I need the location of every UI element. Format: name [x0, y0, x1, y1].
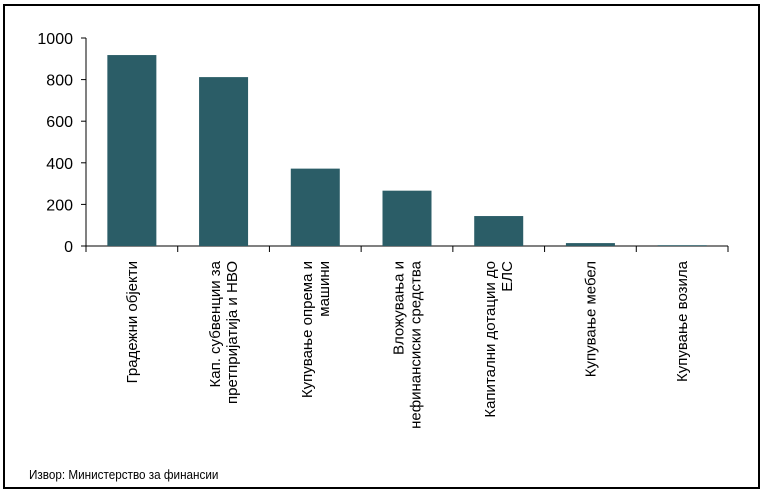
source-note: Извор: Министерство за финансии	[29, 467, 219, 482]
x-category-label: нефинансиски средства	[408, 260, 425, 429]
x-category-label: Градежни објекти	[124, 261, 141, 383]
y-tick-label: 1000	[37, 31, 73, 48]
y-tick-label: 200	[46, 197, 73, 214]
bar	[565, 243, 615, 246]
bar	[382, 190, 432, 246]
x-category-label: Купување возила	[674, 260, 691, 382]
x-category-label: Кап. субвенции за	[207, 260, 224, 387]
x-category-label: машини	[316, 261, 333, 317]
bar	[107, 55, 157, 246]
x-category-label: Капитални дотации до	[482, 261, 499, 418]
x-category-label: ЕЛС	[499, 261, 516, 292]
bar	[290, 168, 340, 246]
y-tick-label: 0	[64, 239, 73, 256]
x-category-label: Купување опрема и	[299, 261, 316, 398]
bar	[474, 216, 524, 246]
y-tick-label: 600	[46, 114, 73, 131]
y-tick-label: 800	[46, 73, 73, 90]
bar	[199, 77, 249, 246]
y-tick-label: 400	[46, 156, 73, 173]
chart-frame	[3, 4, 760, 489]
x-category-label: претпријатија и НВО	[224, 261, 241, 404]
x-category-label: Вложувања и	[391, 261, 408, 355]
bar	[657, 245, 707, 246]
x-category-label: Купување мебел	[582, 261, 599, 377]
